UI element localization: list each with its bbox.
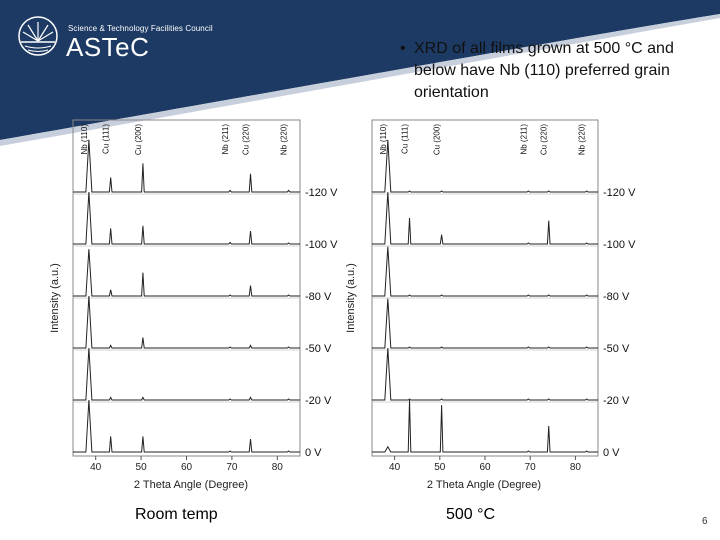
org-name: ASTeC xyxy=(66,32,150,62)
plot-frame xyxy=(72,119,301,457)
series-label: -120 V xyxy=(305,187,338,199)
series-line--120V xyxy=(73,139,300,193)
x-tick-label: 50 xyxy=(434,462,446,473)
series-line--100V xyxy=(372,191,598,245)
series-label: 0 V xyxy=(603,447,620,459)
peak-label: Cu (200) xyxy=(433,124,442,155)
bullet-text: XRD of all films grown at 500 °C and bel… xyxy=(414,40,674,101)
x-axis-label: 2 Theta Angle (Degree) xyxy=(427,479,541,491)
caption-room-temp: Room temp xyxy=(135,506,218,523)
x-tick-label: 70 xyxy=(226,462,238,473)
x-axis-label: 2 Theta Angle (Degree) xyxy=(134,479,248,491)
chart-2: 40 50 60 70 80 2 Theta Angle (Degree) Intensit… xyxy=(345,119,636,491)
series-line--50V xyxy=(372,298,598,349)
x-tick-label: 80 xyxy=(272,462,284,473)
series-line--50V xyxy=(73,295,300,349)
org-tagline: Science & Technology Facilities Council xyxy=(68,24,213,33)
x-tick-label: 80 xyxy=(570,462,582,473)
peak-label: Nb (220) xyxy=(280,124,289,155)
series-line-0V xyxy=(73,399,300,453)
series-label: -80 V xyxy=(603,291,630,303)
bullet-dot-icon: • xyxy=(400,40,406,57)
series-label: -100 V xyxy=(603,239,636,251)
series-line--80V xyxy=(73,249,300,297)
series-line--100V xyxy=(73,191,300,245)
header-banner xyxy=(0,0,720,146)
series-label: -20 V xyxy=(305,395,332,407)
page-number: 6 xyxy=(702,516,708,527)
peak-label: Cu (111) xyxy=(102,124,111,154)
x-tick-label: 70 xyxy=(525,462,537,473)
series-label: -20 V xyxy=(603,395,630,407)
series-line-0V xyxy=(372,399,598,453)
bullet-point: • XRD of all films grown at 500 °C and b… xyxy=(400,38,694,104)
x-tick-label: 40 xyxy=(90,462,102,473)
peak-label: Nb (211) xyxy=(519,124,528,155)
stfc-logo-icon xyxy=(18,16,58,56)
plot-frame xyxy=(371,119,599,457)
peak-label: Nb (220) xyxy=(578,124,587,155)
chart-1: 40 50 60 70 80 2 Theta Angle (Degree) Intensit… xyxy=(49,119,338,491)
peak-label: Nb (110) xyxy=(379,124,388,155)
series-line--20V xyxy=(372,347,598,401)
series-label: 0 V xyxy=(305,447,322,459)
series-label: -120 V xyxy=(603,187,636,199)
peak-label: Nb (211) xyxy=(221,124,230,155)
series-label: -50 V xyxy=(305,343,332,355)
peak-label: Cu (111) xyxy=(401,124,410,154)
y-axis-label: Intensity (a.u.) xyxy=(49,263,61,333)
peak-label: Cu (220) xyxy=(242,124,251,155)
x-tick-label: 60 xyxy=(181,462,193,473)
series-line--20V xyxy=(73,347,300,401)
y-axis-label: Intensity (a.u.) xyxy=(345,263,357,333)
x-tick-label: 50 xyxy=(136,462,148,473)
series-label: -50 V xyxy=(603,343,630,355)
x-tick-label: 40 xyxy=(389,462,401,473)
series-line--80V xyxy=(372,246,598,297)
series-label: -80 V xyxy=(305,291,332,303)
series-line--120V xyxy=(372,139,598,193)
peak-label: Cu (200) xyxy=(134,124,143,155)
peak-label: Nb (110) xyxy=(80,124,89,155)
x-tick-label: 60 xyxy=(479,462,491,473)
peak-label: Cu (220) xyxy=(540,124,549,155)
caption-500c: 500 °C xyxy=(446,506,496,523)
series-label: -100 V xyxy=(305,239,338,251)
